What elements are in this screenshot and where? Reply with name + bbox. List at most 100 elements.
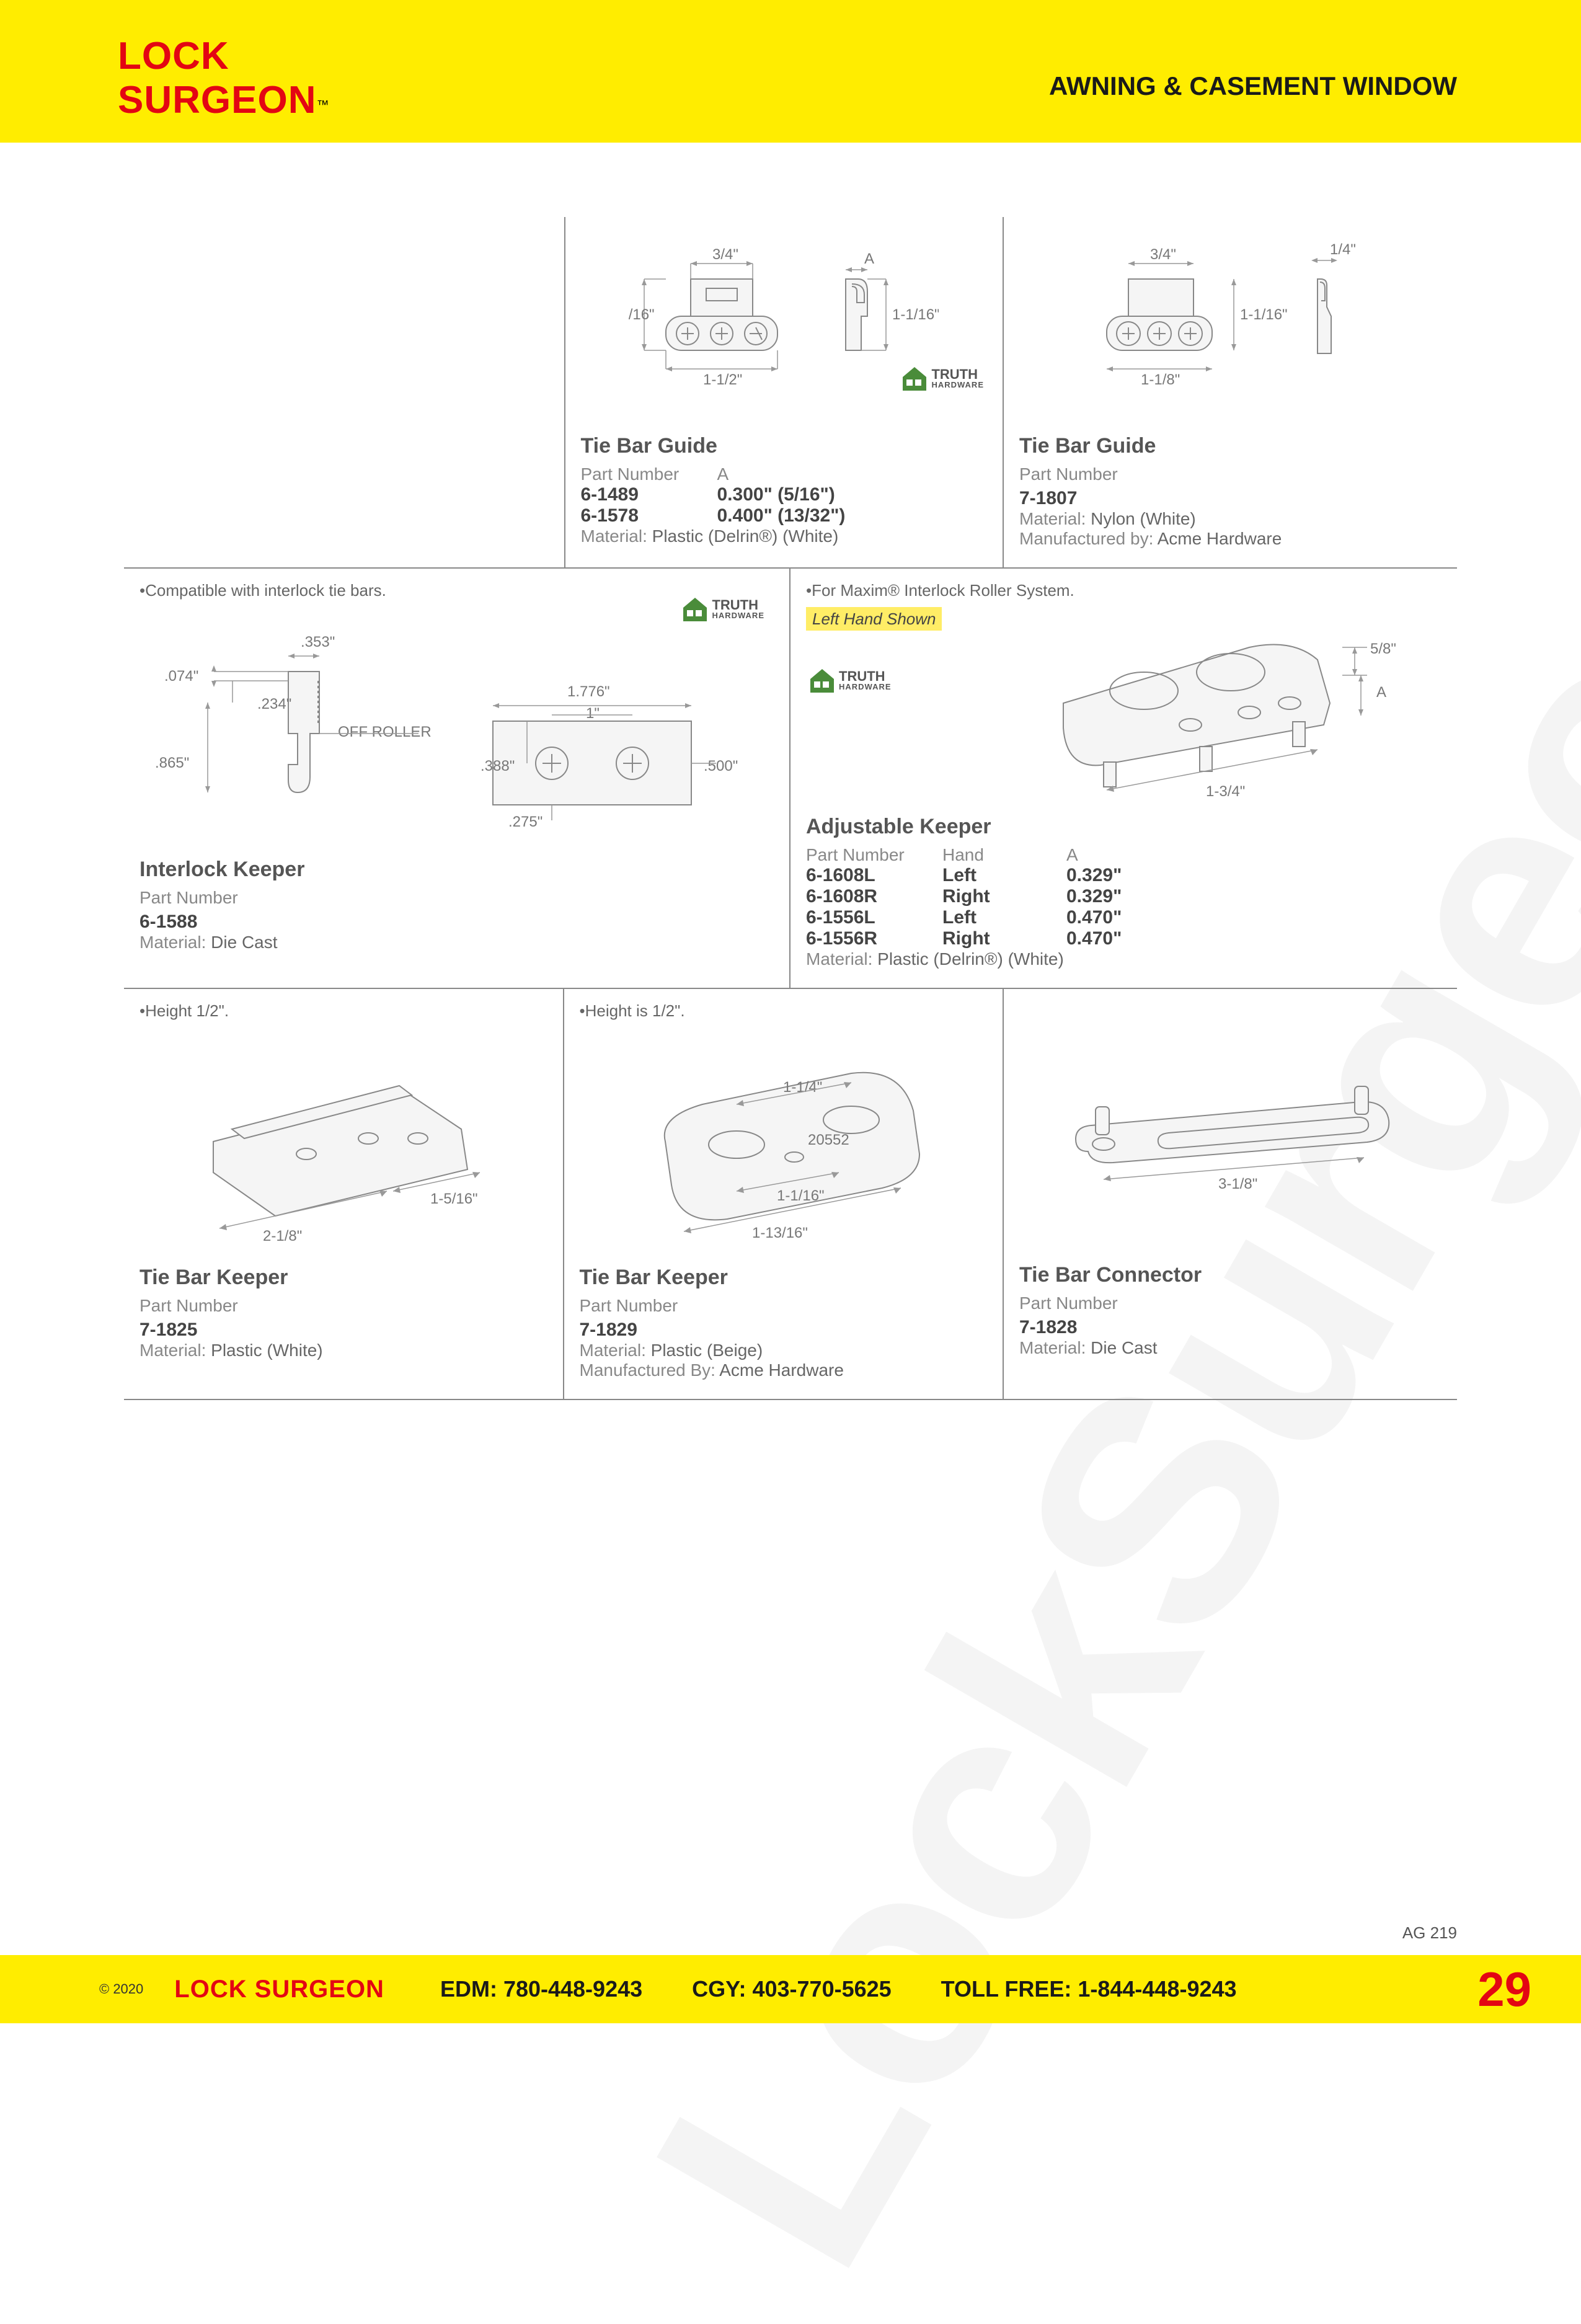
svg-text:.234": .234" xyxy=(257,696,291,712)
page-number: 29 xyxy=(1477,1961,1531,2018)
part-title: Tie Bar Connector xyxy=(1019,1263,1442,1287)
label-hand: Hand xyxy=(942,845,1066,865)
pn: 6-1556L xyxy=(806,907,942,928)
row-1: 3/4" 1-1/16" 1-1/2" A xyxy=(124,217,1457,569)
label-pn: Part Number xyxy=(806,845,942,865)
svg-text:1-1/16": 1-1/16" xyxy=(892,306,939,323)
svg-text:A: A xyxy=(1376,684,1386,701)
svg-text:1-3/4": 1-3/4" xyxy=(1206,783,1245,800)
svg-text:20552: 20552 xyxy=(808,1132,849,1148)
logo-line1: LOCK xyxy=(118,34,329,78)
svg-text:3/4": 3/4" xyxy=(712,246,738,263)
label-part-number: Part Number xyxy=(581,464,717,484)
tie-bar-connector: 3-1/8" Tie Bar Connector Part Number 7-1… xyxy=(1004,989,1457,1399)
svg-text:A: A xyxy=(864,251,874,267)
diagram-tie-bar-keeper-1: 2-1/8" 1-5/16" xyxy=(140,1030,547,1253)
tie-bar-keeper-2: •Height is 1/2". 20552 1-1/4" 1-1/16" xyxy=(564,989,1004,1399)
svg-text:.500": .500" xyxy=(704,758,738,774)
row-2: •Compatible with interlock tie bars. TRU… xyxy=(124,569,1457,989)
logo-line2: SURGEON xyxy=(118,79,316,122)
pn: 6-1608R xyxy=(806,886,942,907)
footer-toll: TOLL FREE: 1-844-448-9243 xyxy=(941,1976,1237,2002)
logo: LOCK SURGEON™ xyxy=(118,34,329,122)
label-part-number: Part Number xyxy=(1019,464,1442,484)
label-a: A xyxy=(717,464,879,484)
adjustable-keeper: •For Maxim® Interlock Roller System. Lef… xyxy=(790,569,1457,988)
part-num: 7-1807 xyxy=(1019,488,1442,509)
diagram-tie-bar-guide-2: 3/4" 1-1/16" 1-1/8" 1/4" xyxy=(1019,229,1442,422)
note: •Height 1/2". xyxy=(140,1001,547,1021)
svg-text:.865": .865" xyxy=(155,755,189,771)
svg-text:1-13/16": 1-13/16" xyxy=(752,1225,808,1241)
part-num: 6-1578 xyxy=(581,505,717,526)
svg-text:1-1/2": 1-1/2" xyxy=(703,371,742,388)
part-num: 7-1828 xyxy=(1019,1317,1442,1338)
label-pn: Part Number xyxy=(580,1296,988,1316)
part-num: 7-1825 xyxy=(140,1319,547,1341)
header: LOCK SURGEON™ AWNING & CASEMENT WINDOW xyxy=(0,0,1581,143)
pn: 6-1608L xyxy=(806,865,942,886)
svg-text:1-1/8": 1-1/8" xyxy=(1141,371,1180,388)
category-title: AWNING & CASEMENT WINDOW xyxy=(1049,71,1457,101)
note: •Compatible with interlock tie bars. xyxy=(140,581,774,600)
diagram-tie-bar-keeper-2: 20552 1-1/4" 1-1/16" 1-13/16" xyxy=(580,1030,988,1253)
material: Material: Die Cast xyxy=(140,933,774,952)
footer-edm: EDM: 780-448-9243 xyxy=(440,1976,642,2002)
manufacturer: Manufactured By: Acme Hardware xyxy=(580,1360,988,1380)
material: Material: Plastic (Delrin®) (White) xyxy=(806,949,1442,969)
diagram-tie-bar-connector: 3-1/8" xyxy=(1019,1027,1442,1251)
interlock-keeper: •Compatible with interlock tie bars. TRU… xyxy=(124,569,790,988)
svg-text:3-1/8": 3-1/8" xyxy=(1218,1176,1257,1192)
material: Material: Plastic (White) xyxy=(140,1341,547,1360)
svg-text:1": 1" xyxy=(586,705,600,722)
part-a: 0.400" (13/32") xyxy=(717,505,879,526)
svg-text:1.776": 1.776" xyxy=(567,683,610,700)
svg-text:.353": .353" xyxy=(301,634,335,650)
part-title: Tie Bar Guide xyxy=(1019,434,1442,458)
pn: 6-1556R xyxy=(806,928,942,949)
tie-bar-guide-1: 3/4" 1-1/16" 1-1/2" A xyxy=(564,217,1004,567)
svg-text:1-1/4": 1-1/4" xyxy=(783,1079,822,1096)
copyright: © 2020 xyxy=(99,1981,143,1997)
diagram-tie-bar-guide-1: 3/4" 1-1/16" 1-1/2" A xyxy=(581,229,988,422)
svg-text:3/4": 3/4" xyxy=(1150,246,1176,263)
part-num: 7-1829 xyxy=(580,1319,988,1341)
footer-cgy: CGY: 403-770-5625 xyxy=(692,1976,892,2002)
footer-brand: LOCK SURGEON xyxy=(174,1976,384,2003)
part-title: Tie Bar Keeper xyxy=(580,1266,988,1290)
svg-text:2-1/8": 2-1/8" xyxy=(263,1228,302,1244)
svg-text:1-1/16": 1-1/16" xyxy=(629,306,655,323)
svg-text:.388": .388" xyxy=(480,758,515,774)
material: Material: Plastic (Delrin®) (White) xyxy=(581,526,988,546)
content: 3/4" 1-1/16" 1-1/2" A xyxy=(0,143,1581,1400)
material: Material: Die Cast xyxy=(1019,1338,1442,1358)
manufacturer: Manufactured by: Acme Hardware xyxy=(1019,529,1442,549)
diagram-interlock-keeper: .353" .074" .234" .865" OFF ROLLER xyxy=(140,610,774,845)
part-title: Adjustable Keeper xyxy=(806,815,1442,839)
svg-text:.074": .074" xyxy=(164,668,198,685)
svg-text:1-1/16": 1-1/16" xyxy=(777,1187,825,1204)
svg-text:OFF ROLLER: OFF ROLLER xyxy=(338,724,432,740)
svg-text:1-1/16": 1-1/16" xyxy=(1240,306,1288,323)
label-pn: Part Number xyxy=(1019,1293,1442,1313)
part-num: 6-1489 xyxy=(581,484,717,505)
footer: © 2020 LOCK SURGEON EDM: 780-448-9243 CG… xyxy=(0,1955,1581,2023)
house-icon xyxy=(901,366,928,392)
diagram-adjustable-keeper: 5/8" A 1-3/4" xyxy=(806,598,1442,802)
part-num: 6-1588 xyxy=(140,911,774,933)
material: Material: Plastic (Beige) xyxy=(580,1341,988,1360)
material: Material: Nylon (White) xyxy=(1019,509,1442,529)
ag-code: AG 219 xyxy=(1402,1923,1457,1943)
note: •Height is 1/2". xyxy=(580,1001,988,1021)
part-title: Tie Bar Guide xyxy=(581,434,988,458)
part-a: 0.300" (5/16") xyxy=(717,484,879,505)
svg-text:1-5/16": 1-5/16" xyxy=(430,1191,478,1207)
part-title: Interlock Keeper xyxy=(140,858,774,882)
svg-text:.275": .275" xyxy=(508,814,542,830)
label-pn: Part Number xyxy=(140,1296,547,1316)
logo-tm: ™ xyxy=(316,99,329,112)
part-title: Tie Bar Keeper xyxy=(140,1266,547,1290)
row-3: •Height 1/2". 2-1/8" 1-5/16" xyxy=(124,989,1457,1400)
label-part-number: Part Number xyxy=(140,888,774,908)
tie-bar-guide-2: 3/4" 1-1/16" 1-1/8" 1/4" xyxy=(1004,217,1457,567)
